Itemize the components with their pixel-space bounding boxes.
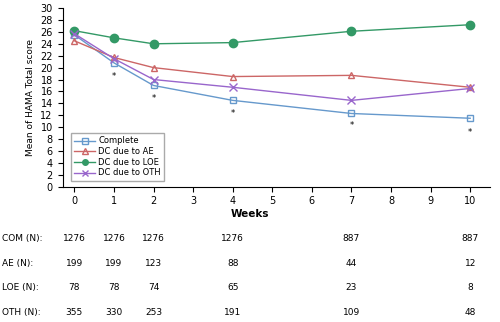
Text: *: * [152, 94, 156, 103]
Text: 191: 191 [224, 308, 242, 317]
DC due to AE [111, 56, 117, 60]
Complete [348, 111, 354, 115]
Text: 109: 109 [343, 308, 360, 317]
Text: *: * [112, 72, 116, 81]
Text: 12: 12 [464, 259, 476, 268]
DC due to AE [230, 75, 235, 79]
Complete [150, 83, 156, 87]
Text: AE (N):: AE (N): [2, 259, 34, 268]
Text: *: * [468, 128, 472, 137]
Text: 44: 44 [346, 259, 357, 268]
Text: LOE (N):: LOE (N): [2, 283, 39, 292]
Text: 8: 8 [468, 283, 473, 292]
DC due to OTH [230, 85, 235, 89]
Text: 48: 48 [464, 308, 476, 317]
DC due to OTH [348, 99, 354, 102]
DC due to OTH [72, 32, 78, 36]
Text: Weeks: Weeks [231, 209, 269, 219]
Line: DC due to OTH: DC due to OTH [70, 30, 474, 105]
Complete [467, 116, 473, 120]
Text: 1276: 1276 [142, 234, 165, 243]
DC due to OTH [111, 57, 117, 61]
Text: *: * [350, 121, 354, 130]
Text: 78: 78 [68, 283, 80, 292]
Line: DC due to LOE: DC due to LOE [70, 21, 474, 48]
DC due to LOE [348, 29, 354, 33]
Text: 123: 123 [145, 259, 162, 268]
Line: DC due to AE: DC due to AE [71, 37, 473, 91]
Text: 355: 355 [66, 308, 83, 317]
Text: COM (N):: COM (N): [2, 234, 43, 243]
DC due to LOE [150, 42, 156, 46]
Text: 253: 253 [145, 308, 162, 317]
Text: 330: 330 [106, 308, 122, 317]
DC due to AE [150, 66, 156, 70]
Complete [230, 99, 235, 102]
Text: 1276: 1276 [222, 234, 244, 243]
Text: *: * [230, 109, 235, 118]
Text: 887: 887 [462, 234, 479, 243]
Legend: Complete, DC due to AE, DC due to LOE, DC due to OTH: Complete, DC due to AE, DC due to LOE, D… [71, 133, 164, 181]
Text: 74: 74 [148, 283, 159, 292]
Text: 1276: 1276 [63, 234, 86, 243]
Text: 65: 65 [227, 283, 238, 292]
DC due to LOE [230, 41, 235, 44]
DC due to OTH [467, 87, 473, 90]
DC due to AE [467, 85, 473, 89]
Text: 88: 88 [227, 259, 238, 268]
DC due to OTH [150, 78, 156, 81]
Line: Complete: Complete [71, 31, 473, 122]
Text: 199: 199 [106, 259, 122, 268]
Y-axis label: Mean of HAMA Total score: Mean of HAMA Total score [26, 39, 35, 156]
DC due to AE [348, 73, 354, 77]
Complete [111, 61, 117, 65]
Text: 199: 199 [66, 259, 83, 268]
Complete [72, 33, 78, 37]
Text: OTH (N):: OTH (N): [2, 308, 41, 317]
DC due to LOE [467, 23, 473, 27]
DC due to LOE [72, 29, 78, 33]
Text: 1276: 1276 [102, 234, 126, 243]
DC due to AE [72, 39, 78, 43]
DC due to LOE [111, 36, 117, 40]
Text: 78: 78 [108, 283, 120, 292]
Text: 23: 23 [346, 283, 357, 292]
Text: 887: 887 [343, 234, 360, 243]
